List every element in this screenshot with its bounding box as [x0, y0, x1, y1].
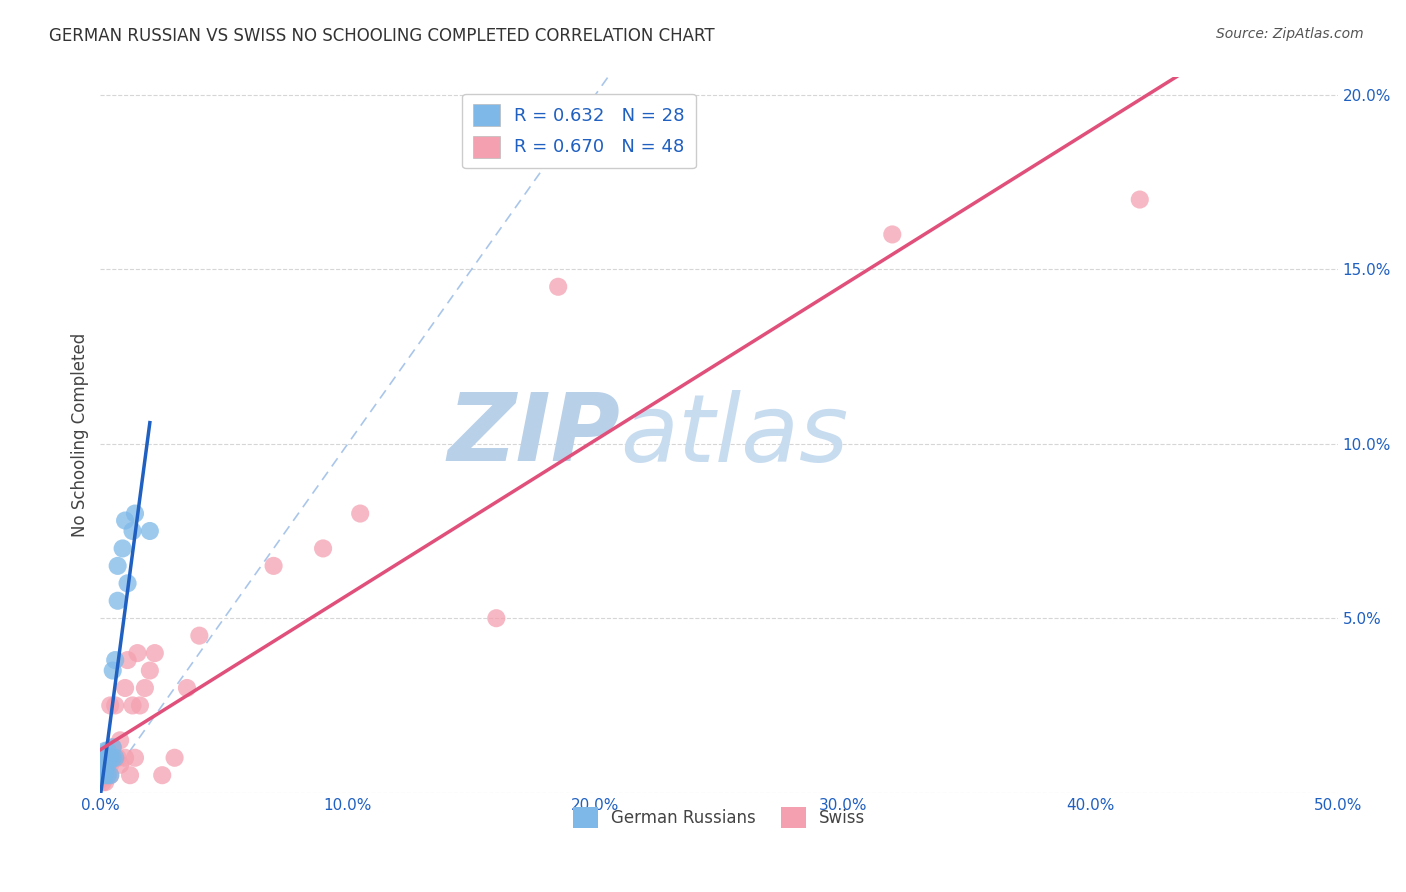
- Point: [107, 558, 129, 573]
- Point: [91, 775, 114, 789]
- Point: [104, 653, 127, 667]
- Point: [94, 761, 117, 775]
- Point: [118, 768, 141, 782]
- Point: [98, 698, 121, 713]
- Point: [114, 681, 136, 695]
- Point: [94, 757, 117, 772]
- Point: [188, 629, 211, 643]
- Point: [1129, 193, 1152, 207]
- Point: [143, 646, 166, 660]
- Point: [94, 768, 117, 782]
- Point: [101, 740, 124, 755]
- Text: ZIP: ZIP: [447, 389, 620, 481]
- Point: [547, 279, 569, 293]
- Point: [108, 757, 131, 772]
- Point: [163, 751, 186, 765]
- Point: [101, 664, 124, 678]
- Point: [94, 751, 117, 765]
- Point: [91, 754, 114, 768]
- Point: [98, 751, 121, 765]
- Point: [97, 768, 120, 782]
- Point: [104, 751, 127, 765]
- Point: [139, 664, 162, 678]
- Point: [121, 524, 143, 538]
- Point: [91, 757, 114, 772]
- Point: [94, 754, 117, 768]
- Point: [129, 698, 152, 713]
- Point: [349, 507, 371, 521]
- Point: [111, 541, 134, 556]
- Point: [263, 558, 285, 573]
- Point: [97, 751, 120, 765]
- Y-axis label: No Schooling Completed: No Schooling Completed: [72, 333, 89, 537]
- Point: [312, 541, 335, 556]
- Point: [176, 681, 198, 695]
- Point: [91, 761, 114, 775]
- Point: [97, 768, 120, 782]
- Text: atlas: atlas: [620, 390, 848, 481]
- Legend: German Russians, Swiss: German Russians, Swiss: [567, 801, 872, 834]
- Point: [94, 761, 117, 775]
- Point: [139, 524, 162, 538]
- Point: [91, 768, 114, 782]
- Point: [91, 764, 114, 779]
- Point: [121, 698, 143, 713]
- Point: [101, 740, 124, 755]
- Point: [91, 751, 114, 765]
- Point: [124, 507, 146, 521]
- Point: [97, 757, 120, 772]
- Point: [98, 768, 121, 782]
- Point: [107, 594, 129, 608]
- Point: [97, 751, 120, 765]
- Point: [98, 768, 121, 782]
- Point: [104, 751, 127, 765]
- Point: [98, 757, 121, 772]
- Point: [124, 751, 146, 765]
- Text: GERMAN RUSSIAN VS SWISS NO SCHOOLING COMPLETED CORRELATION CHART: GERMAN RUSSIAN VS SWISS NO SCHOOLING COM…: [49, 27, 714, 45]
- Point: [107, 751, 129, 765]
- Point: [91, 764, 114, 779]
- Point: [91, 751, 114, 765]
- Point: [94, 768, 117, 782]
- Point: [91, 768, 114, 782]
- Point: [117, 653, 139, 667]
- Point: [108, 733, 131, 747]
- Point: [97, 744, 120, 758]
- Point: [91, 772, 114, 786]
- Point: [94, 775, 117, 789]
- Point: [101, 751, 124, 765]
- Point: [882, 227, 904, 242]
- Point: [94, 751, 117, 765]
- Point: [101, 751, 124, 765]
- Point: [485, 611, 508, 625]
- Point: [117, 576, 139, 591]
- Point: [104, 698, 127, 713]
- Point: [97, 757, 120, 772]
- Point: [150, 768, 173, 782]
- Text: Source: ZipAtlas.com: Source: ZipAtlas.com: [1216, 27, 1364, 41]
- Point: [94, 744, 117, 758]
- Point: [127, 646, 149, 660]
- Point: [134, 681, 156, 695]
- Point: [91, 757, 114, 772]
- Point: [114, 751, 136, 765]
- Point: [114, 514, 136, 528]
